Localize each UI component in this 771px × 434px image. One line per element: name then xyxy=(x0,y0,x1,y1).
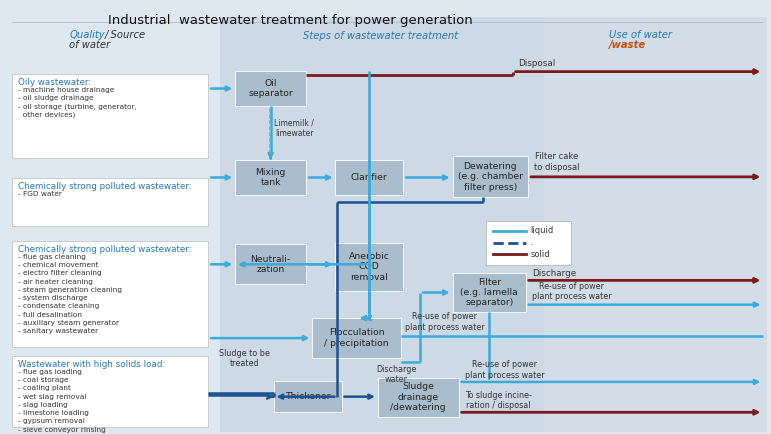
Text: - full desalination: - full desalination xyxy=(18,312,82,318)
Text: Mixing
tank: Mixing tank xyxy=(255,168,286,187)
FancyBboxPatch shape xyxy=(220,17,544,432)
FancyBboxPatch shape xyxy=(312,318,401,358)
Text: - machine house drainage: - machine house drainage xyxy=(18,87,114,93)
Text: - wet slag removal: - wet slag removal xyxy=(18,394,86,400)
Text: - oil storage (turbine, generator,: - oil storage (turbine, generator, xyxy=(18,103,136,110)
FancyBboxPatch shape xyxy=(12,356,208,427)
Text: - auxiliary steam generator: - auxiliary steam generator xyxy=(18,320,119,326)
Text: Re-use of power
plant process water: Re-use of power plant process water xyxy=(465,360,544,380)
FancyBboxPatch shape xyxy=(378,378,459,417)
Text: Discharge
water: Discharge water xyxy=(376,365,416,384)
Text: To sludge incine-
ration / disposal: To sludge incine- ration / disposal xyxy=(465,391,532,410)
Text: of water: of water xyxy=(69,40,110,50)
FancyBboxPatch shape xyxy=(12,241,208,347)
FancyBboxPatch shape xyxy=(235,244,306,284)
Text: - oil sludge drainage: - oil sludge drainage xyxy=(18,95,93,101)
Text: - flue gas loading: - flue gas loading xyxy=(18,369,82,375)
Text: Chemically strong polluted wastewater:: Chemically strong polluted wastewater: xyxy=(18,182,191,191)
Text: Re-use of power
plant process water: Re-use of power plant process water xyxy=(405,312,484,332)
Text: - sanitary wastewater: - sanitary wastewater xyxy=(18,328,98,334)
Text: - gypsum removal: - gypsum removal xyxy=(18,418,85,424)
FancyBboxPatch shape xyxy=(544,17,767,432)
Text: Thickener: Thickener xyxy=(284,392,331,401)
Text: Filter
(e.g. lamella
separator): Filter (e.g. lamella separator) xyxy=(460,278,518,307)
FancyBboxPatch shape xyxy=(453,273,526,312)
Text: Neutrali-
zation: Neutrali- zation xyxy=(251,255,291,274)
Text: Dewatering
(e.g. chamber
filter press): Dewatering (e.g. chamber filter press) xyxy=(458,162,523,192)
FancyBboxPatch shape xyxy=(453,156,528,197)
FancyBboxPatch shape xyxy=(235,160,306,195)
Text: Sludge
drainage
/dewatering: Sludge drainage /dewatering xyxy=(390,382,446,412)
Text: liquid: liquid xyxy=(530,227,554,235)
Text: - slag loading: - slag loading xyxy=(18,402,68,408)
Text: - chemical movement: - chemical movement xyxy=(18,262,98,268)
Text: Disposal: Disposal xyxy=(518,59,555,68)
Text: .: . xyxy=(530,238,533,247)
FancyBboxPatch shape xyxy=(335,160,403,195)
Text: /waste: /waste xyxy=(609,40,646,50)
Text: Filter cake
to disposal: Filter cake to disposal xyxy=(534,152,580,171)
Text: - coaling plant: - coaling plant xyxy=(18,385,71,391)
Text: - air heater cleaning: - air heater cleaning xyxy=(18,279,93,285)
Text: Oil
separator: Oil separator xyxy=(248,79,293,98)
FancyBboxPatch shape xyxy=(12,74,208,158)
Text: solid: solid xyxy=(530,250,550,259)
Text: - condensate cleaning: - condensate cleaning xyxy=(18,303,99,309)
FancyBboxPatch shape xyxy=(235,71,306,106)
Text: - system discharge: - system discharge xyxy=(18,295,87,301)
Text: Wastewater with high solids load:: Wastewater with high solids load: xyxy=(18,360,165,369)
Text: Chemically strong polluted wastewater:: Chemically strong polluted wastewater: xyxy=(18,245,191,254)
Text: Quality: Quality xyxy=(69,30,105,40)
Text: Sludge to be
treated: Sludge to be treated xyxy=(219,349,270,368)
Text: - flue gas cleaning: - flue gas cleaning xyxy=(18,254,86,260)
Text: Limemilk /
limewater: Limemilk / limewater xyxy=(274,119,315,138)
FancyBboxPatch shape xyxy=(12,178,208,226)
Text: - coal storage: - coal storage xyxy=(18,377,68,383)
Text: - sieve conveyor rinsing: - sieve conveyor rinsing xyxy=(18,427,106,433)
Text: Flocculation
/ precipitation: Flocculation / precipitation xyxy=(325,329,389,348)
Text: - steam generation cleaning: - steam generation cleaning xyxy=(18,287,122,293)
Text: Industrial  wastewater treatment for power generation: Industrial wastewater treatment for powe… xyxy=(108,14,473,27)
Text: / Source: / Source xyxy=(105,30,146,40)
Text: Use of water: Use of water xyxy=(609,30,672,40)
FancyBboxPatch shape xyxy=(486,221,571,265)
Text: Steps of wastewater treatment: Steps of wastewater treatment xyxy=(302,31,458,41)
Text: Re-use of power
plant process water: Re-use of power plant process water xyxy=(532,282,611,301)
Text: - electro filter cleaning: - electro filter cleaning xyxy=(18,270,101,276)
Text: Anerobic
COD
removal: Anerobic COD removal xyxy=(348,252,390,282)
Text: - limestone loading: - limestone loading xyxy=(18,410,89,416)
FancyBboxPatch shape xyxy=(335,243,403,291)
Text: Oily wastewater:: Oily wastewater: xyxy=(18,78,91,87)
Text: Clarifier: Clarifier xyxy=(351,173,388,182)
Text: - FGD water: - FGD water xyxy=(18,191,62,197)
FancyBboxPatch shape xyxy=(274,381,342,412)
Text: other devices): other devices) xyxy=(18,112,75,118)
Text: Discharge: Discharge xyxy=(532,269,576,278)
